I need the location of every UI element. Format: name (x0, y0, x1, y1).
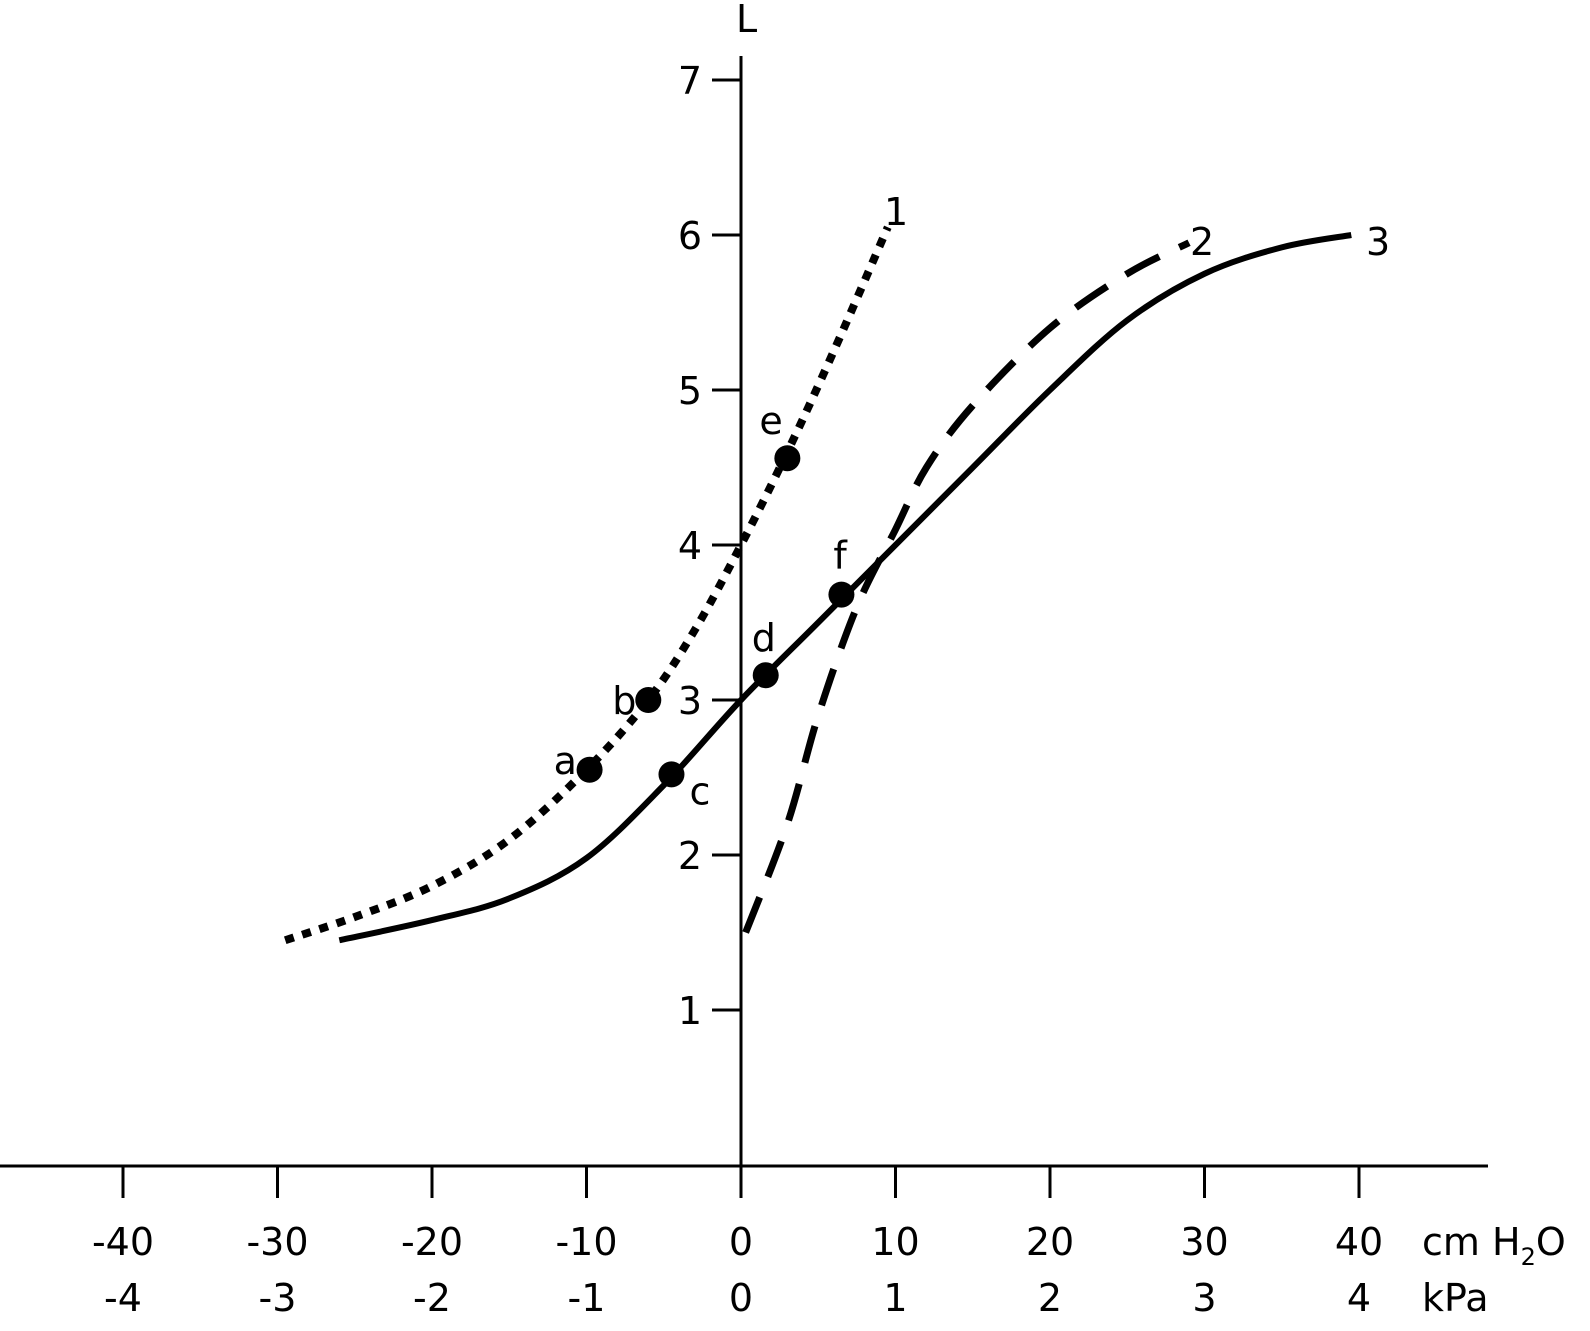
data-point-a (576, 756, 603, 783)
point-label-e: e (759, 399, 782, 443)
x-axis-unit-primary: cm H2O (1422, 1220, 1566, 1271)
subscript-2: 2 (1521, 1243, 1536, 1271)
x-tick-label-cmh2o: 0 (729, 1220, 753, 1264)
curve-3-solid (338, 232, 1352, 944)
x-tick-label-kpa: -1 (568, 1276, 606, 1320)
curves (283, 225, 1352, 945)
data-point-e (774, 445, 801, 472)
x-tick-label-kpa: 3 (1192, 1276, 1216, 1320)
y-tick-label: 4 (678, 524, 702, 568)
x-tick-label-kpa: 0 (729, 1276, 753, 1320)
x-tick-label-cmh2o: 30 (1180, 1220, 1228, 1264)
curve-label-1: 1 (884, 190, 908, 234)
x-tick-label-cmh2o: 20 (1026, 1220, 1074, 1264)
y-tick-label: 6 (678, 214, 702, 258)
axes (0, 56, 1488, 1198)
x-tick-label-kpa: 4 (1347, 1276, 1371, 1320)
x-tick-label-cmh2o: -30 (246, 1220, 308, 1264)
curve-label-2: 2 (1190, 220, 1214, 264)
y-tick-label: 7 (678, 59, 702, 103)
x-tick-label-kpa: 2 (1038, 1276, 1062, 1320)
y-tick-label: 1 (678, 989, 702, 1033)
y-tick-label: 2 (678, 834, 702, 878)
x-tick-label-kpa: 1 (883, 1276, 907, 1320)
point-label-d: d (752, 616, 776, 660)
x-tick-label-kpa: -2 (413, 1276, 451, 1320)
x-tick-label-cmh2o: -10 (555, 1220, 617, 1264)
point-label-a: a (554, 739, 577, 783)
data-point-f (828, 581, 855, 608)
data-point-c (658, 761, 685, 788)
x-tick-label-cmh2o: 10 (871, 1220, 919, 1264)
x-tick-label-cmh2o: 40 (1335, 1220, 1383, 1264)
data-point-d (752, 662, 779, 689)
y-tick-label: 3 (678, 679, 702, 723)
x-tick-label-cmh2o: -20 (401, 1220, 463, 1264)
data-points: ab c d e f (554, 399, 855, 813)
point-label-f: f (833, 534, 848, 578)
curve-label-3: 3 (1366, 220, 1390, 264)
x-tick-label-cmh2o: -40 (92, 1220, 154, 1264)
curve-1-dotted (283, 225, 892, 945)
x-tick-label-kpa: -4 (104, 1276, 142, 1320)
y-axis-label: L (736, 0, 757, 41)
curve-2-dashed (742, 239, 1191, 934)
x-axis-unit-secondary: kPa (1422, 1276, 1489, 1320)
y-axis-ticks: 1 2 3 4 5 6 7 (678, 59, 741, 1033)
y-tick-label: 5 (678, 369, 702, 413)
point-label-c: c (689, 769, 710, 813)
x-tick-label-kpa: -3 (259, 1276, 297, 1320)
point-label-b: b (612, 679, 636, 723)
data-point-b (635, 687, 662, 713)
